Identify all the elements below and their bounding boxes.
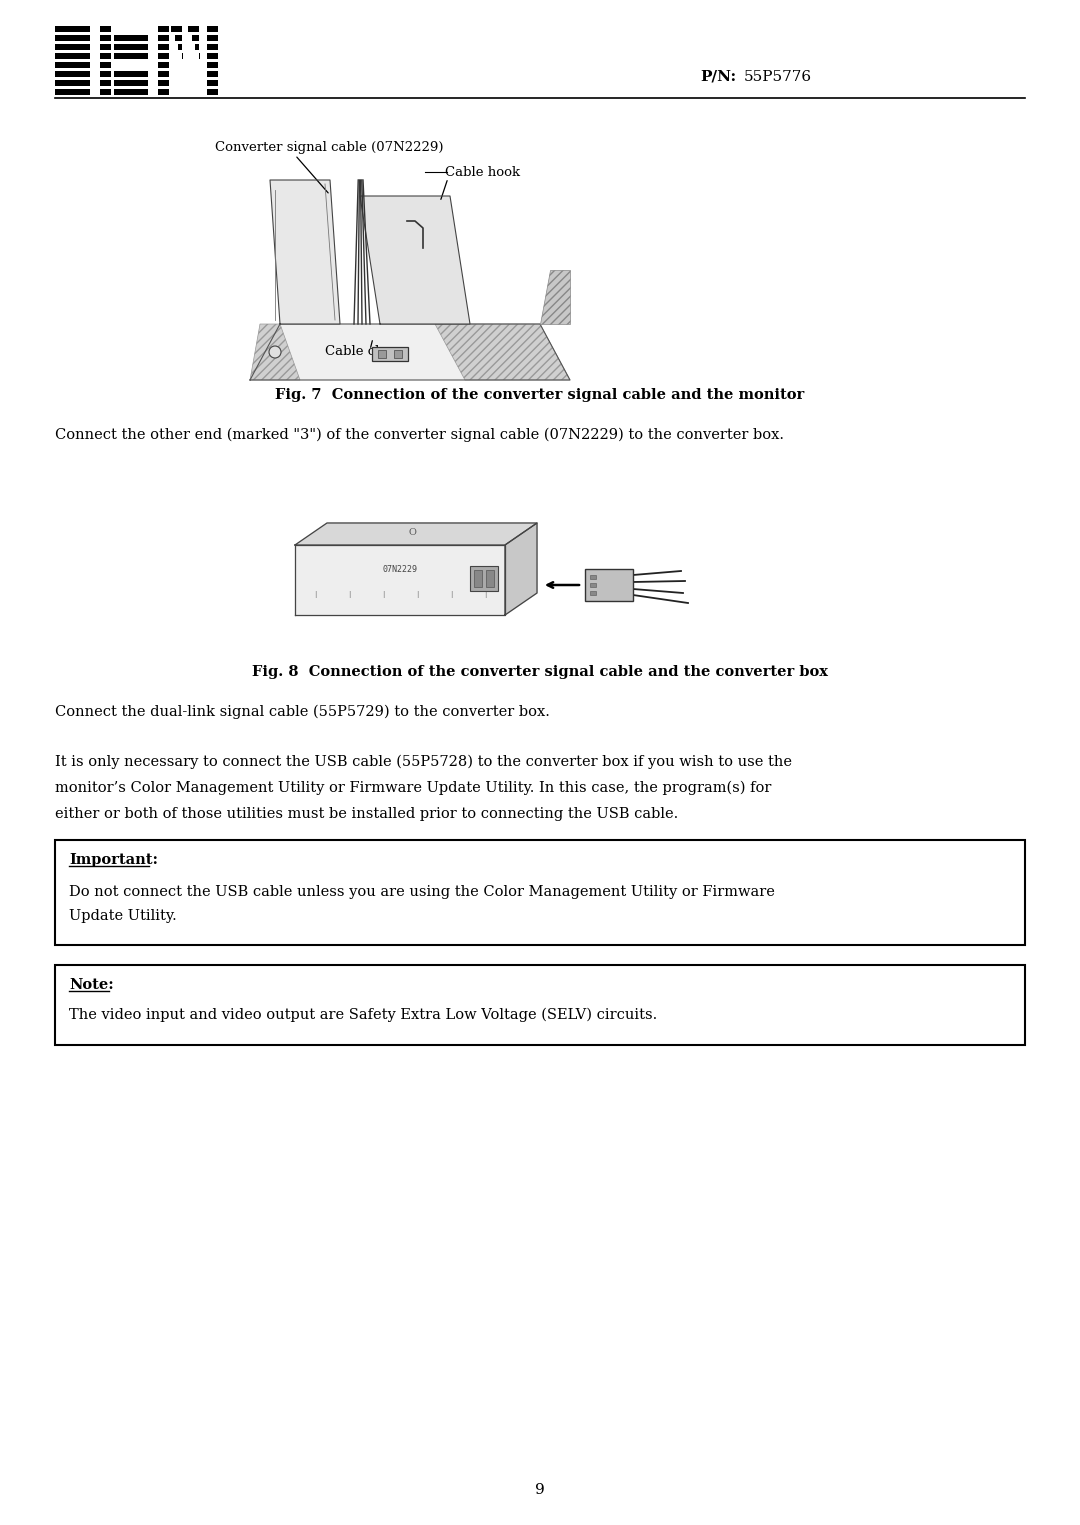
- Bar: [158, 53, 168, 58]
- Bar: [188, 26, 199, 32]
- Polygon shape: [295, 523, 537, 544]
- Bar: [590, 583, 596, 587]
- Bar: [158, 44, 168, 50]
- Text: Cable hook: Cable hook: [445, 166, 521, 178]
- Text: Fig. 8  Connection of the converter signal cable and the converter box: Fig. 8 Connection of the converter signa…: [252, 665, 828, 679]
- Bar: [585, 569, 633, 601]
- Bar: [100, 35, 111, 41]
- Polygon shape: [249, 323, 570, 380]
- Bar: [100, 26, 111, 32]
- Bar: [100, 72, 111, 76]
- Bar: [486, 570, 494, 587]
- Bar: [474, 570, 482, 587]
- Polygon shape: [360, 197, 470, 323]
- Text: O: O: [409, 528, 417, 537]
- Text: |: |: [484, 590, 486, 598]
- Bar: [207, 26, 218, 32]
- Bar: [55, 965, 1025, 1045]
- Text: Connect the dual-link signal cable (55P5729) to the converter box.: Connect the dual-link signal cable (55P5…: [55, 705, 550, 720]
- Text: Note:: Note:: [69, 978, 113, 991]
- Text: 55P5776: 55P5776: [744, 70, 812, 84]
- Polygon shape: [249, 323, 300, 380]
- Text: |: |: [416, 590, 418, 598]
- Bar: [114, 44, 148, 50]
- Polygon shape: [295, 544, 505, 615]
- Bar: [55, 63, 90, 67]
- Bar: [175, 35, 183, 41]
- Bar: [191, 35, 199, 41]
- Circle shape: [269, 346, 281, 358]
- Bar: [590, 592, 596, 595]
- Bar: [158, 72, 168, 76]
- Bar: [178, 44, 183, 50]
- Bar: [100, 63, 111, 67]
- Bar: [378, 351, 386, 358]
- Bar: [207, 81, 218, 85]
- Bar: [207, 63, 218, 67]
- Bar: [158, 63, 168, 67]
- Bar: [114, 35, 148, 41]
- Text: 9: 9: [535, 1482, 545, 1498]
- Bar: [55, 44, 90, 50]
- Bar: [114, 81, 148, 85]
- Text: |: |: [314, 590, 316, 598]
- Bar: [372, 348, 408, 361]
- Bar: [55, 81, 90, 85]
- Bar: [55, 26, 90, 32]
- Bar: [158, 35, 168, 41]
- Text: The video input and video output are Safety Extra Low Voltage (SELV) circuits.: The video input and video output are Saf…: [69, 1008, 658, 1022]
- Bar: [195, 44, 199, 50]
- Bar: [158, 26, 168, 32]
- Text: Cable clamp: Cable clamp: [325, 346, 408, 358]
- Bar: [158, 81, 168, 85]
- Bar: [158, 90, 168, 95]
- Text: It is only necessary to connect the USB cable (55P5728) to the converter box if : It is only necessary to connect the USB …: [55, 755, 792, 769]
- Polygon shape: [540, 270, 570, 323]
- Bar: [100, 81, 111, 85]
- Bar: [207, 53, 218, 58]
- Bar: [55, 840, 1025, 946]
- Bar: [114, 72, 148, 76]
- Bar: [55, 53, 90, 58]
- Polygon shape: [435, 323, 570, 380]
- Bar: [394, 351, 402, 358]
- Bar: [207, 44, 218, 50]
- Bar: [114, 90, 148, 95]
- Bar: [590, 575, 596, 580]
- Text: |: |: [449, 590, 453, 598]
- Text: either or both of those utilities must be installed prior to connecting the USB : either or both of those utilities must b…: [55, 807, 678, 820]
- Bar: [100, 53, 111, 58]
- Bar: [207, 72, 218, 76]
- Polygon shape: [270, 180, 340, 323]
- Text: 07N2229: 07N2229: [382, 564, 418, 573]
- Text: Important:: Important:: [69, 852, 158, 868]
- Text: |: |: [382, 590, 384, 598]
- Bar: [207, 90, 218, 95]
- Bar: [55, 90, 90, 95]
- Text: |: |: [348, 590, 350, 598]
- Text: Fig. 7  Connection of the converter signal cable and the monitor: Fig. 7 Connection of the converter signa…: [275, 387, 805, 403]
- Text: P/N:: P/N:: [700, 70, 737, 84]
- Bar: [100, 90, 111, 95]
- Bar: [207, 35, 218, 41]
- Text: Converter signal cable (07N2229): Converter signal cable (07N2229): [215, 142, 444, 154]
- Bar: [55, 72, 90, 76]
- Bar: [55, 35, 90, 41]
- Text: Connect the other end (marked "3") of the converter signal cable (07N2229) to th: Connect the other end (marked "3") of th…: [55, 429, 784, 442]
- Text: monitor’s Color Management Utility or Firmware Update Utility. In this case, the: monitor’s Color Management Utility or Fi…: [55, 781, 771, 795]
- Polygon shape: [505, 523, 537, 615]
- Bar: [470, 566, 498, 590]
- Bar: [100, 44, 111, 50]
- Bar: [114, 53, 148, 58]
- Bar: [171, 26, 183, 32]
- Text: Do not connect the USB cable unless you are using the Color Management Utility o: Do not connect the USB cable unless you …: [69, 884, 774, 900]
- Text: Update Utility.: Update Utility.: [69, 909, 177, 923]
